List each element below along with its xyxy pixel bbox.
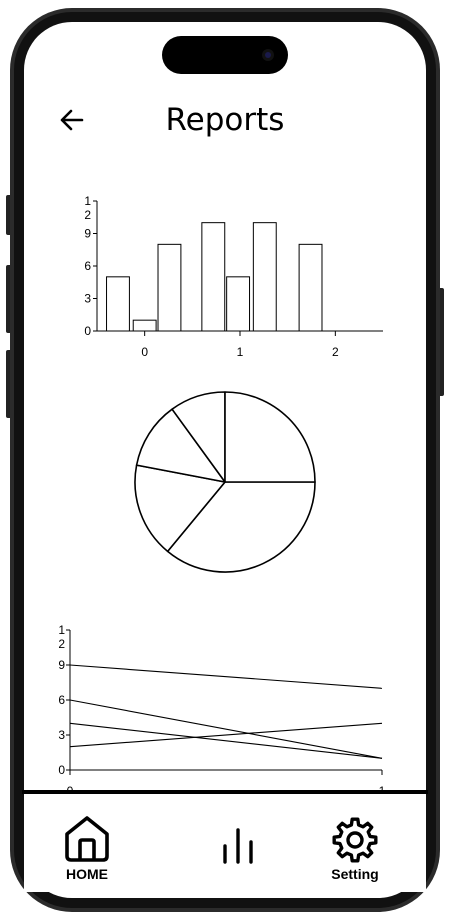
bottom-nav-background xyxy=(24,792,426,892)
page-title: Reports xyxy=(165,102,285,138)
pie-slice xyxy=(224,391,316,483)
line-chart-y-tick-label: 1 xyxy=(58,623,65,637)
nav-home-button[interactable]: HOME xyxy=(58,812,116,884)
bar-chart-icon xyxy=(223,828,253,864)
bar-chart-y-tick-label: 9 xyxy=(84,227,91,241)
series-line xyxy=(69,722,383,759)
bar xyxy=(106,276,130,332)
line-chart-y-tick-label: 2 xyxy=(58,637,65,651)
bar-chart-x-tick-label: 0 xyxy=(141,345,148,359)
nav-home-label: HOME xyxy=(66,866,108,882)
bar-chart-x-tick-label: 2 xyxy=(332,345,339,359)
bar xyxy=(252,222,277,332)
nav-setting-button[interactable]: Setting xyxy=(326,814,384,886)
gear-icon xyxy=(332,817,378,863)
back-button[interactable] xyxy=(54,102,90,138)
bar-chart-y-tick-label: 2 xyxy=(84,208,91,222)
series-line xyxy=(69,699,383,759)
series-line xyxy=(69,664,383,689)
nav-reports-button[interactable] xyxy=(218,824,258,868)
bar xyxy=(132,319,157,332)
home-icon xyxy=(65,816,109,862)
bottom-nav-divider xyxy=(22,790,428,794)
line-chart-y-tick-label: 0 xyxy=(58,763,65,777)
nav-setting-label: Setting xyxy=(331,866,379,882)
bar xyxy=(157,243,182,332)
line-chart-y-tick-label: 9 xyxy=(58,658,65,672)
line-chart-y-tick-label: 6 xyxy=(58,693,65,707)
series-line xyxy=(69,722,383,748)
bar xyxy=(298,243,323,332)
bar-chart-y-tick-label: 0 xyxy=(84,324,91,338)
bar xyxy=(226,276,251,332)
bar xyxy=(201,222,226,332)
pie-slice xyxy=(134,464,226,553)
line-chart-y-tick-label: 3 xyxy=(58,728,65,742)
bar-chart-y-tick-label: 6 xyxy=(84,259,91,273)
bar-chart-x-tick-label: 1 xyxy=(237,345,244,359)
bar-chart-y-tick-label: 1 xyxy=(84,194,91,208)
pie-slice xyxy=(135,408,226,483)
arrow-left-icon xyxy=(60,109,84,131)
pie-slice xyxy=(166,481,316,573)
bar-chart-y-tick-label: 3 xyxy=(84,292,91,306)
